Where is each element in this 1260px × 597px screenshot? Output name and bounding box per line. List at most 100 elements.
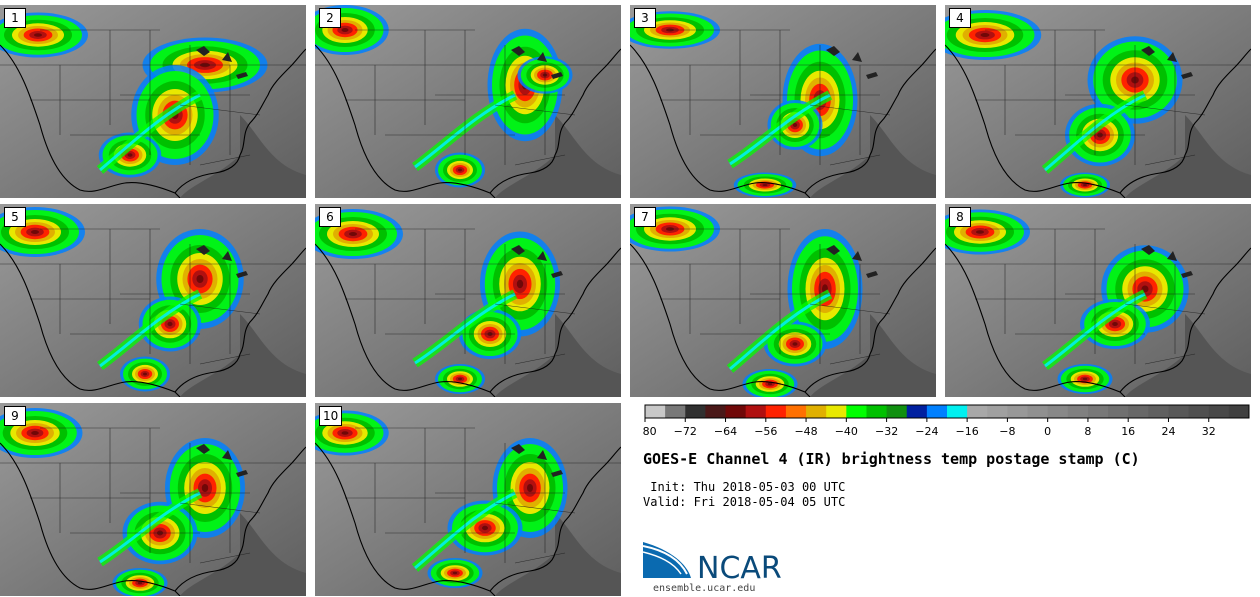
colorbar-tick-label: −72	[674, 425, 697, 438]
satellite-image	[630, 5, 936, 198]
panel-number-label: 6	[319, 207, 341, 227]
coastline	[315, 243, 621, 397]
colorbar-segment	[1087, 405, 1109, 418]
map-boundaries	[0, 29, 306, 166]
forecast-panel-2: 2	[315, 5, 621, 198]
map-boundaries	[630, 29, 936, 166]
colorbar-border	[644, 404, 1250, 419]
map-boundaries	[0, 228, 306, 365]
panel-number-label: 5	[4, 207, 26, 227]
coastline	[630, 243, 936, 397]
cloud-cluster	[427, 558, 483, 588]
panel-number-label: 4	[949, 8, 971, 28]
cloud-cluster	[787, 229, 863, 349]
map-boundaries	[630, 228, 936, 365]
colorbar-tick-label: −56	[754, 425, 777, 438]
site-url: ensemble.ucar.edu	[653, 583, 756, 594]
coastline	[315, 442, 621, 596]
great-lakes	[511, 46, 563, 79]
colorbar-segment	[826, 405, 847, 418]
colorbar-tick-label: 16	[1121, 425, 1135, 438]
colorbar-segment	[785, 405, 807, 418]
colorbar-segment	[987, 405, 1008, 418]
colorbar-tick-label: −64	[714, 425, 737, 438]
satellite-image	[630, 204, 936, 397]
colorbar-segment	[705, 405, 727, 418]
colorbar-segment	[1108, 405, 1129, 418]
great-lakes	[196, 245, 248, 278]
cloud-cluster	[733, 172, 797, 198]
cloud-cluster	[742, 369, 798, 397]
panel-number-label: 2	[319, 8, 341, 28]
great-lakes	[196, 444, 248, 477]
colorbar-tick-label: −80	[643, 425, 657, 438]
colorbar-segment	[926, 405, 948, 418]
colorbar-tick-label: −40	[835, 425, 858, 438]
great-lakes	[826, 245, 878, 278]
cloud-cluster	[120, 356, 170, 392]
colorbar-tick-label: 24	[1161, 425, 1175, 438]
satellite-image	[315, 204, 621, 397]
satellite-image	[315, 403, 621, 596]
panel-number-label: 9	[4, 406, 26, 426]
coastline	[945, 243, 1251, 397]
coastline	[945, 44, 1251, 198]
colorbar-segment	[1067, 405, 1089, 418]
ncar-logo: NCAR	[643, 542, 782, 582]
great-lakes	[1141, 245, 1193, 278]
great-lakes	[511, 444, 563, 477]
product-title: GOES-E Channel 4 (IR) brightness temp po…	[643, 450, 1140, 468]
panel-number-label: 3	[634, 8, 656, 28]
forecast-panel-1: 1	[0, 5, 306, 198]
colorbar-segment	[725, 405, 747, 418]
great-lakes	[511, 245, 563, 278]
colorbar-segment	[866, 405, 888, 418]
cloud-cluster	[112, 568, 168, 596]
cloud-cluster	[1057, 364, 1113, 394]
map-boundaries	[945, 228, 1251, 365]
colorbar-segment	[685, 405, 706, 418]
forecast-panel-4: 4	[945, 5, 1251, 198]
great-lakes	[1141, 46, 1193, 79]
colorbar-segment	[1188, 405, 1210, 418]
colorbar-segment	[1228, 405, 1250, 418]
colorbar-tick-label: 0	[1044, 425, 1051, 438]
forecast-panel-5: 5	[0, 204, 306, 397]
colorbar-segment	[886, 405, 908, 418]
valid-time: Valid: Fri 2018-05-04 05 UTC	[643, 495, 846, 509]
cloud-cluster	[1060, 172, 1110, 198]
colorbar-tick-label: −32	[875, 425, 898, 438]
map-boundaries	[0, 427, 306, 564]
coastline	[0, 442, 306, 596]
colorbar-tick-label: 32	[1202, 425, 1216, 438]
panel-number-label: 7	[634, 207, 656, 227]
forecast-panel-3: 3	[630, 5, 936, 198]
colorbar-segment	[1148, 405, 1169, 418]
great-lakes	[826, 46, 878, 79]
colorbar-segment	[806, 405, 827, 418]
map-boundaries	[315, 228, 621, 365]
colorbar-segment	[745, 405, 767, 418]
satellite-image	[0, 403, 306, 596]
colorbar-tick-label: −24	[915, 425, 938, 438]
satellite-image	[945, 5, 1251, 198]
panel-number-label: 10	[319, 406, 343, 426]
map-boundaries	[315, 29, 621, 166]
colorbar-segment	[906, 405, 928, 418]
colorbar-segment	[1168, 405, 1190, 418]
colorbar-segment	[846, 405, 867, 418]
colorbar-segment	[1027, 405, 1049, 418]
colorbar-tick-label: −48	[794, 425, 817, 438]
coastline	[0, 44, 306, 198]
logo-text: NCAR	[697, 551, 782, 582]
forecast-panel-9: 9	[0, 403, 306, 596]
coastline	[315, 44, 621, 198]
colorbar-segment	[1047, 405, 1069, 418]
satellite-image	[0, 204, 306, 397]
colorbar-segment	[1208, 405, 1230, 418]
init-time: Init: Thu 2018-05-03 00 UTC	[643, 480, 846, 494]
colorbar-tick-label: −16	[956, 425, 979, 438]
map-boundaries	[315, 427, 621, 564]
coastline	[630, 44, 936, 198]
